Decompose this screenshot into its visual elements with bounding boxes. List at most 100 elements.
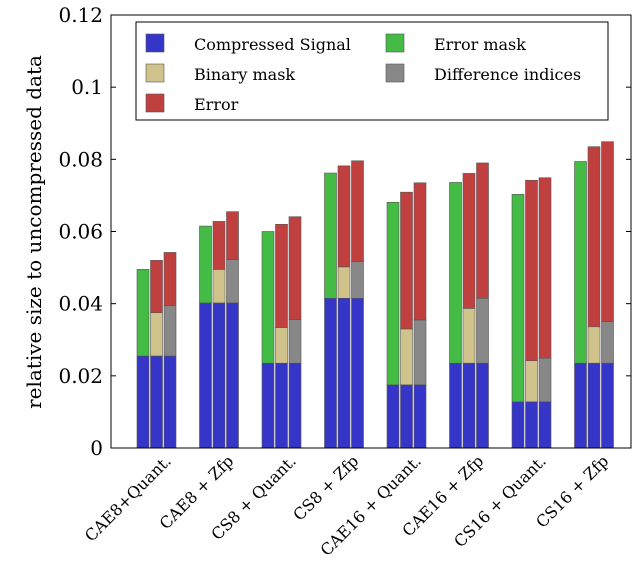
legend-label: Error mask bbox=[434, 35, 526, 54]
bar-segment bbox=[288, 216, 302, 320]
legend-swatch bbox=[145, 93, 165, 113]
bar-segment bbox=[212, 302, 226, 449]
bar-segment bbox=[538, 401, 552, 449]
bar-segment bbox=[212, 269, 226, 304]
y-tick-label: 0.1 bbox=[71, 75, 103, 99]
y-tick-label: 0.08 bbox=[58, 147, 103, 171]
bar-segment bbox=[462, 308, 476, 364]
bar-segment bbox=[413, 182, 427, 321]
bar-segment bbox=[324, 297, 337, 449]
bar-segment bbox=[587, 326, 601, 364]
bar-group bbox=[261, 216, 302, 449]
y-tick-label: 0.02 bbox=[58, 364, 103, 388]
bar-segment bbox=[400, 384, 413, 449]
legend-swatch bbox=[145, 63, 165, 83]
bar-segment bbox=[226, 211, 239, 260]
y-tick-label: 0.12 bbox=[58, 3, 103, 27]
bar-segment bbox=[400, 328, 413, 386]
bar-segment bbox=[476, 362, 489, 449]
bar-segment bbox=[136, 269, 150, 357]
bar-segment bbox=[476, 297, 489, 364]
bar-segment bbox=[462, 362, 476, 449]
bar-group bbox=[136, 252, 177, 449]
bar-segment bbox=[275, 327, 288, 364]
bar-segment bbox=[199, 225, 212, 304]
bar-segment bbox=[163, 355, 177, 449]
legend-swatch bbox=[385, 33, 405, 53]
legend-items: Compressed Signal Error mask Binary mask Di… bbox=[145, 33, 581, 114]
bar-segment bbox=[574, 161, 587, 364]
bar-segment bbox=[150, 312, 163, 357]
bar-group bbox=[199, 211, 239, 449]
legend-item: Error bbox=[145, 93, 239, 114]
bar-segment bbox=[261, 362, 275, 449]
legend-item: Binary mask bbox=[145, 63, 295, 84]
bar-segment bbox=[351, 261, 364, 299]
bar-segment bbox=[337, 165, 351, 268]
legend-item: Difference indices bbox=[385, 63, 581, 84]
bar-segment bbox=[212, 221, 226, 270]
legend-item: Error mask bbox=[385, 33, 526, 54]
y-tick-label: 0.06 bbox=[58, 220, 103, 244]
y-axis-ticks: 0 0.02 0.04 0.06 0.08 0.1 0.12 bbox=[58, 3, 631, 460]
bar-segment bbox=[261, 231, 275, 364]
bar-segment bbox=[400, 191, 413, 330]
legend-box bbox=[135, 21, 609, 121]
bar-segment bbox=[601, 321, 614, 364]
bar-segment bbox=[449, 362, 462, 449]
bar-segment bbox=[525, 360, 538, 403]
bar-segment bbox=[150, 355, 163, 449]
bar-segment bbox=[351, 160, 364, 262]
bar-segment bbox=[288, 362, 302, 449]
bars-layer bbox=[136, 141, 614, 449]
legend-swatch bbox=[385, 63, 405, 83]
bar-group bbox=[511, 177, 552, 449]
legend-label: Compressed Signal bbox=[194, 35, 351, 54]
bar-segment bbox=[462, 173, 476, 309]
legend: Compressed Signal Error mask Binary mask Di… bbox=[135, 21, 609, 121]
legend-label: Error bbox=[194, 95, 239, 114]
bar-segment bbox=[413, 384, 427, 449]
bar-segment bbox=[163, 305, 177, 357]
bar-segment bbox=[413, 319, 427, 386]
legend-item: Compressed Signal bbox=[145, 33, 351, 54]
bar-segment bbox=[337, 297, 351, 449]
bar-segment bbox=[275, 223, 288, 328]
bar-segment bbox=[511, 401, 525, 449]
bar-segment bbox=[511, 194, 525, 403]
y-tick-label: 0 bbox=[90, 436, 103, 460]
bar-segment bbox=[150, 260, 163, 313]
bar-segment bbox=[538, 357, 552, 403]
bar-segment bbox=[476, 162, 489, 299]
bar-group bbox=[324, 160, 364, 449]
y-tick-label: 0.04 bbox=[58, 292, 103, 316]
bar-segment bbox=[226, 259, 239, 304]
bar-segment bbox=[587, 146, 601, 328]
bar-segment bbox=[324, 172, 337, 299]
bar-segment bbox=[288, 319, 302, 364]
bar-group bbox=[449, 162, 489, 449]
bar-segment bbox=[386, 384, 400, 449]
bar-segment bbox=[199, 302, 212, 449]
bar-segment bbox=[525, 401, 538, 449]
bar-segment bbox=[351, 297, 364, 449]
bar-segment bbox=[386, 201, 400, 386]
bar-group bbox=[574, 141, 614, 449]
y-axis-title: relative size to uncompressed data bbox=[22, 55, 46, 409]
bar-segment bbox=[601, 141, 614, 323]
bar-segment bbox=[275, 362, 288, 449]
bar-segment bbox=[574, 362, 587, 449]
bar-segment bbox=[163, 252, 177, 306]
bar-group bbox=[386, 182, 427, 449]
bar-segment bbox=[538, 177, 552, 359]
bar-segment bbox=[525, 179, 538, 361]
bar-segment bbox=[136, 355, 150, 449]
bar-segment bbox=[601, 362, 614, 449]
legend-label: Binary mask bbox=[194, 65, 295, 84]
x-category-label: CAE8+Quant. bbox=[81, 451, 175, 545]
legend-label: Difference indices bbox=[434, 65, 581, 84]
legend-swatch bbox=[145, 33, 165, 53]
bar-segment bbox=[449, 182, 462, 364]
